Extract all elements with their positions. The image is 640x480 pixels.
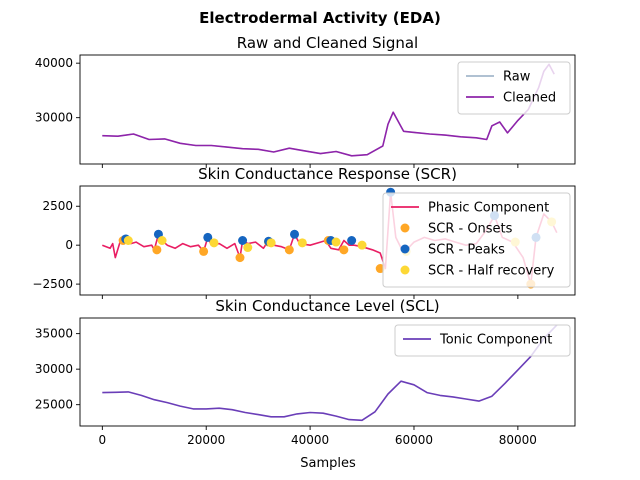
data-point bbox=[347, 236, 357, 245]
data-point bbox=[209, 238, 219, 248]
y-tick-label: 2500 bbox=[42, 199, 73, 213]
legend-label: Raw bbox=[503, 70, 531, 85]
series-line-tonic-component bbox=[102, 324, 558, 422]
x-axis-title: Samples bbox=[300, 456, 356, 471]
legend-label: Tonic Component bbox=[439, 333, 552, 348]
subplot-title: Skin Conductance Level (SCL) bbox=[215, 297, 439, 315]
subplot-2: −2500 0 2500 Skin Conductance Response (SCR… bbox=[32, 165, 576, 299]
data-point bbox=[235, 253, 245, 263]
data-point bbox=[357, 240, 367, 250]
data-point bbox=[199, 246, 209, 256]
subplot-title: Raw and Cleaned Signal bbox=[237, 34, 418, 52]
x-tick-label: 0 bbox=[99, 433, 107, 447]
data-point bbox=[284, 245, 294, 255]
legend-marker bbox=[400, 223, 410, 233]
y-tick-label: 35000 bbox=[35, 327, 73, 341]
axes-frame bbox=[79, 54, 576, 165]
data-point bbox=[243, 243, 253, 253]
legend-label: SCR - Peaks bbox=[428, 243, 505, 258]
legend-box bbox=[382, 192, 571, 288]
legend: Tonic Component bbox=[394, 324, 571, 357]
legend-label: SCR - Onsets bbox=[428, 222, 513, 237]
series-line-cleaned bbox=[102, 63, 555, 157]
x-tick-label: 80000 bbox=[499, 433, 537, 447]
legend-marker bbox=[400, 265, 410, 275]
y-tick-label: 30000 bbox=[35, 362, 73, 376]
x-tick-label: 20000 bbox=[187, 433, 225, 447]
data-point bbox=[331, 237, 341, 247]
subplot-1: 30000 40000 Raw and Cleaned Signal Raw Clean… bbox=[35, 34, 576, 168]
data-point bbox=[123, 236, 133, 245]
data-point bbox=[152, 245, 162, 255]
data-point bbox=[157, 236, 167, 245]
data-point bbox=[297, 238, 307, 248]
data-point bbox=[266, 238, 276, 248]
data-point bbox=[238, 236, 248, 245]
legend-label: SCR - Half recovery bbox=[428, 264, 555, 279]
data-point bbox=[203, 232, 213, 242]
y-tick-label: 0 bbox=[65, 238, 73, 252]
plot-area bbox=[102, 63, 555, 157]
data-point bbox=[339, 245, 349, 255]
figure-suptitle: Electrodermal Activity (EDA) bbox=[199, 9, 441, 27]
plot-area bbox=[102, 324, 558, 422]
axes-frame bbox=[79, 317, 576, 427]
y-tick-label: 40000 bbox=[35, 56, 73, 70]
subplot-panels: 30000 40000 Raw and Cleaned Signal Raw Clean… bbox=[32, 34, 576, 447]
subplot-title: Skin Conductance Response (SCR) bbox=[198, 165, 457, 183]
data-point bbox=[375, 264, 385, 274]
subplot-3: 25000 30000 35000 0 20000 40000 60000 80000 Skin… bbox=[35, 297, 576, 447]
y-tick-label: 25000 bbox=[35, 398, 73, 412]
legend: Raw Cleaned bbox=[457, 61, 571, 115]
legend-box bbox=[457, 61, 571, 115]
x-tick-label: 60000 bbox=[395, 433, 433, 447]
y-tick-label: −2500 bbox=[32, 277, 73, 291]
axes-frame bbox=[79, 185, 576, 296]
legend-box bbox=[394, 324, 571, 357]
legend-marker bbox=[400, 244, 410, 254]
y-tick-label: 30000 bbox=[35, 111, 73, 125]
data-point bbox=[290, 229, 300, 239]
legend: Phasic Component SCR - Onsets SCR - Peaks S… bbox=[382, 192, 571, 288]
legend-label: Phasic Component bbox=[428, 201, 549, 216]
legend-label: Cleaned bbox=[503, 91, 556, 106]
x-tick-label: 40000 bbox=[291, 433, 329, 447]
